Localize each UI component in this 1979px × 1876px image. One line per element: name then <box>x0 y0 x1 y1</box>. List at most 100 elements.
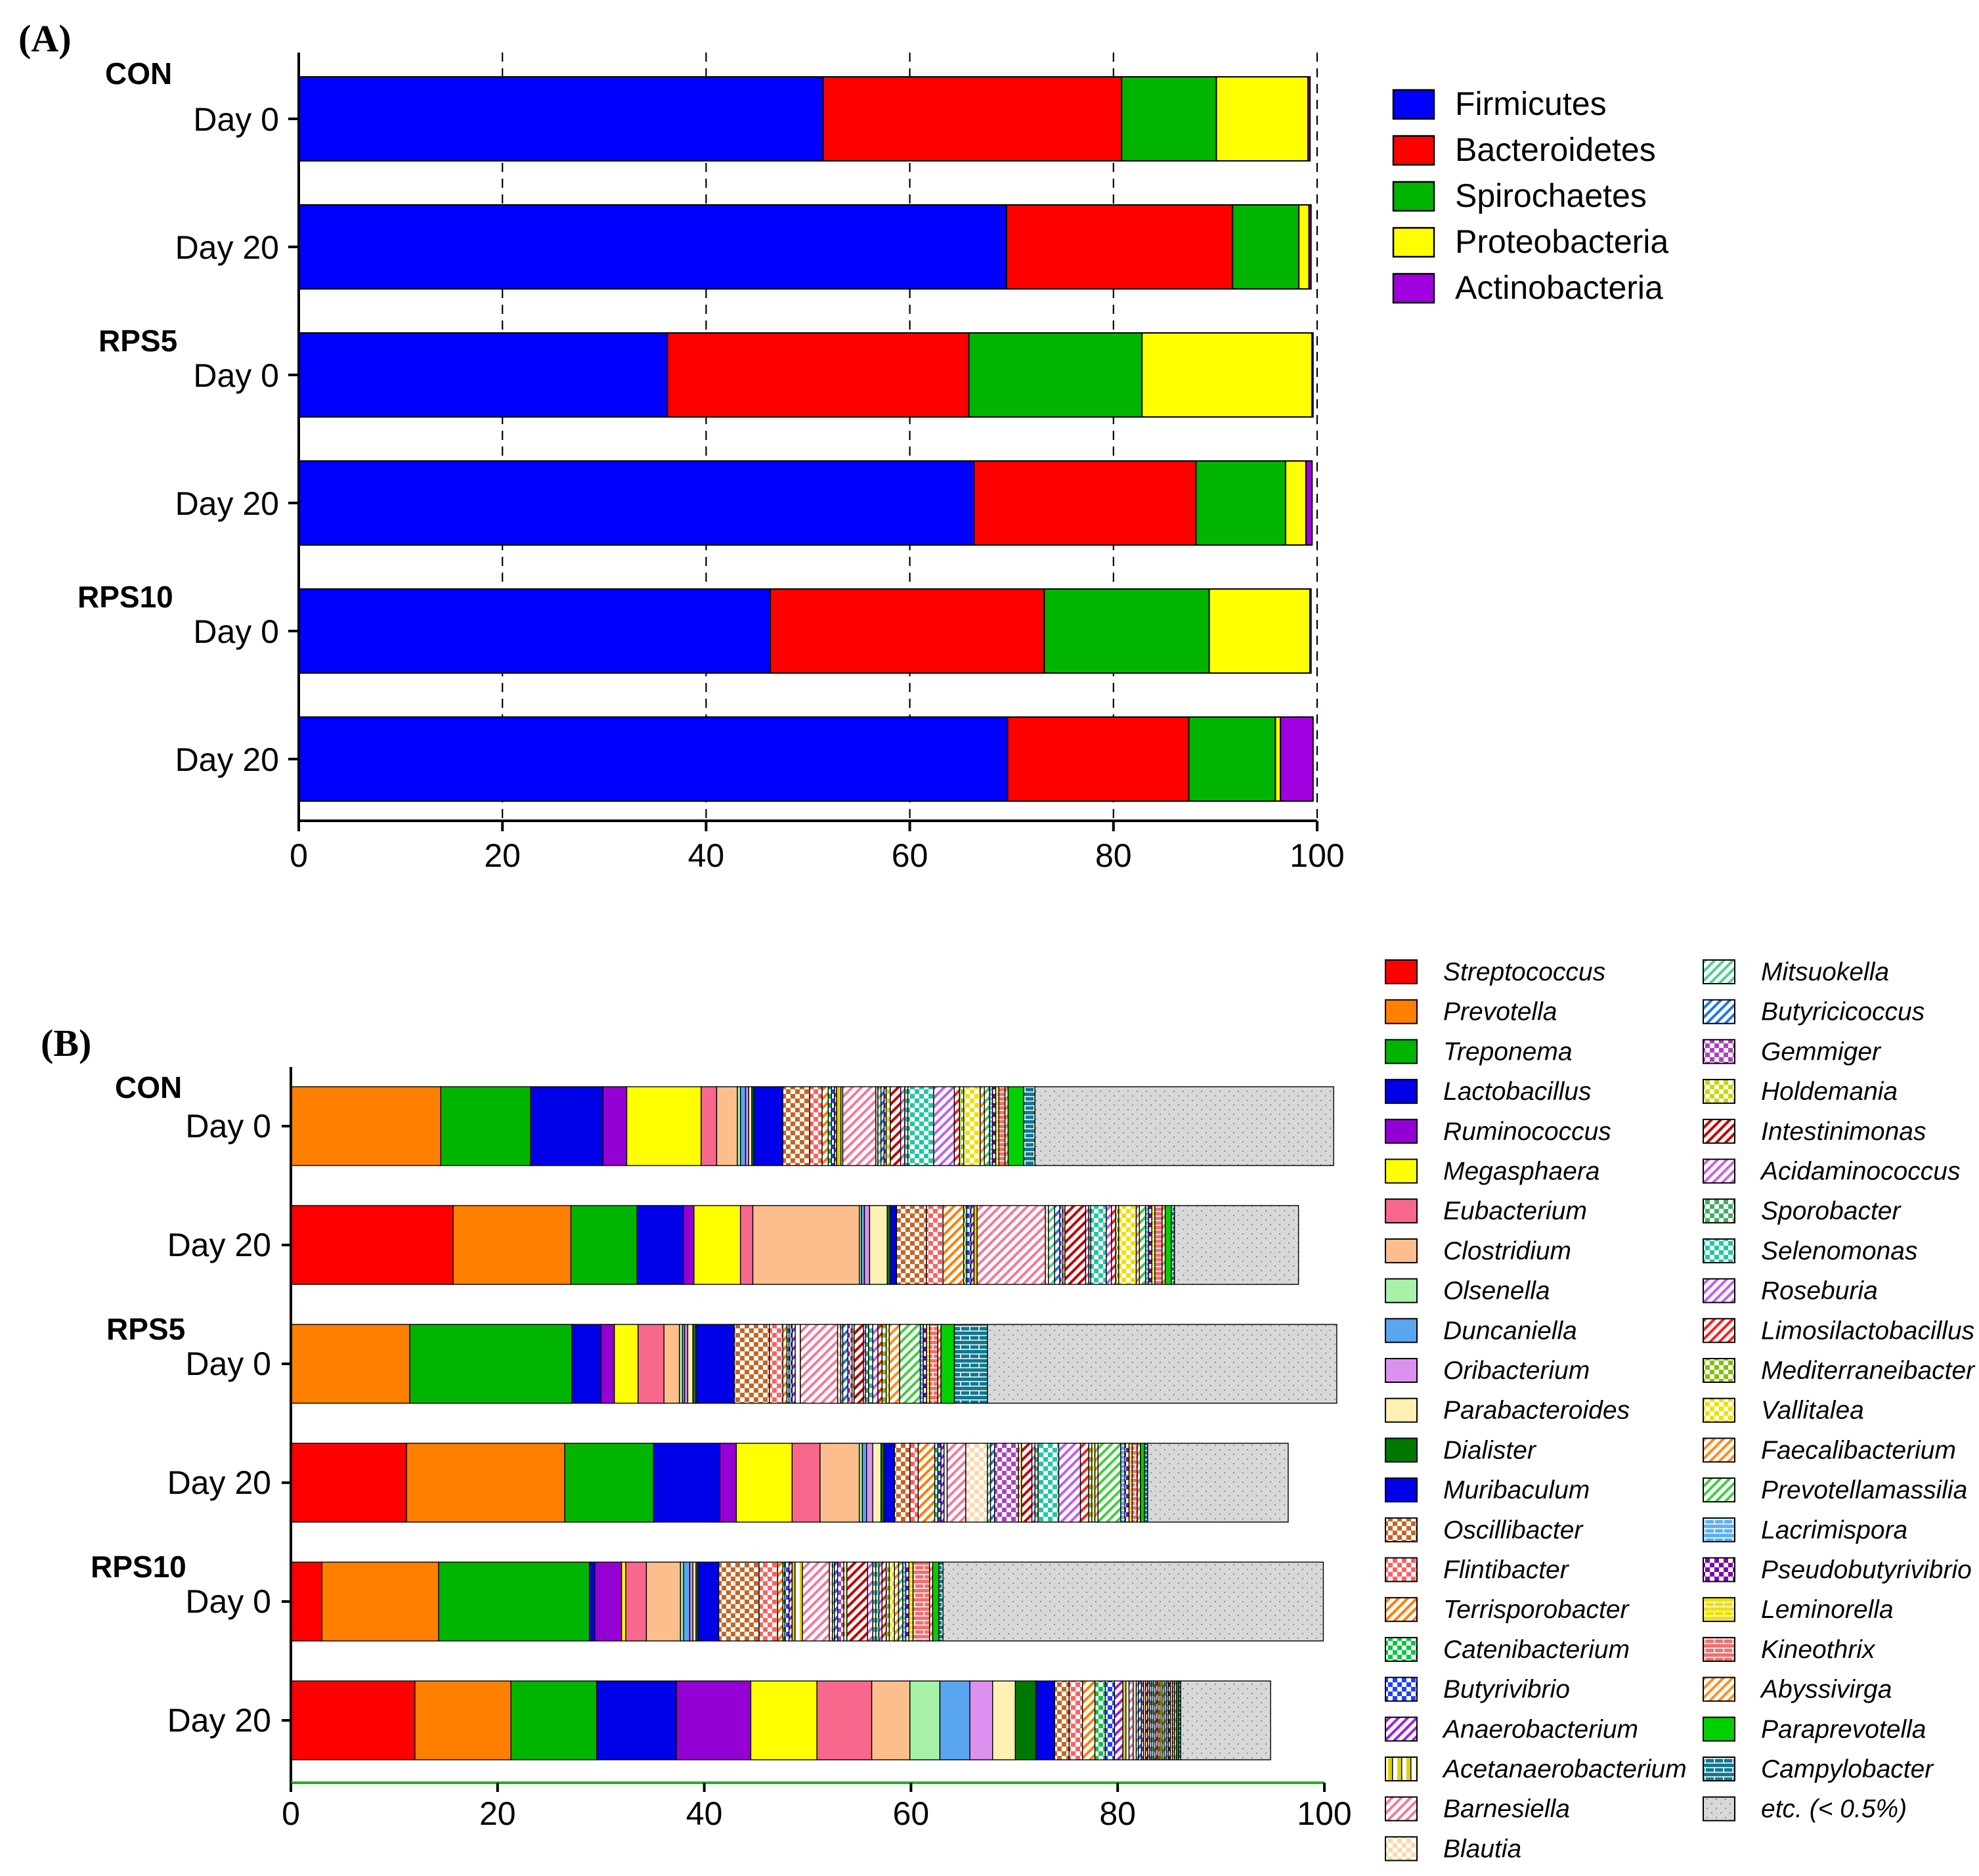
bar-segment-etc-0-5 <box>987 1324 1337 1404</box>
bar-row-rps10-day-0 <box>290 1561 1324 1642</box>
legend-item-megasphaera: Megasphaera <box>1385 1158 1600 1186</box>
bar-segment-streptococcus <box>290 1680 416 1760</box>
bar-segment-prevotellamassilia <box>984 1086 990 1166</box>
bar-segment-lactobacillus <box>636 1205 684 1285</box>
legend-label: Duncaniella <box>1443 1317 1577 1345</box>
bar-segment-proteobacteria <box>1208 588 1311 674</box>
legend-item-acidaminococcus: Acidaminococcus <box>1703 1158 1960 1186</box>
legend-swatch <box>1385 1796 1418 1821</box>
bar-segment-lacrimispora <box>989 1086 993 1166</box>
bar-segment-campylobacter <box>1171 1205 1175 1285</box>
legend-item-treponema: Treponema <box>1385 1037 1573 1066</box>
bar-segment-spirochaetes <box>1188 716 1276 802</box>
bar-segment-treponema <box>564 1443 655 1523</box>
bar-segment-butyricicoccus <box>842 1324 849 1404</box>
bar-segment-prevotella <box>321 1561 439 1642</box>
bar-segment-intestinimonas <box>846 1561 868 1642</box>
bar-segment-intestinimonas <box>854 1324 864 1404</box>
legend-swatch <box>1385 959 1418 984</box>
bar-segment-lacrimispora <box>1144 1205 1150 1285</box>
bar-segment-megasphaera <box>750 1680 817 1760</box>
bar-segment-intestinimonas <box>1064 1205 1087 1285</box>
legend-swatch <box>1703 1756 1735 1781</box>
bar-segment-roseburia <box>1058 1443 1081 1523</box>
bar-segment-faecalibacterium <box>1094 1443 1098 1523</box>
bar-segment-vallitalea <box>1118 1205 1137 1285</box>
legend-swatch <box>1385 1676 1418 1702</box>
bar-segment-proteobacteria <box>1298 204 1310 290</box>
legend-swatch <box>1703 1079 1735 1104</box>
legend-swatch <box>1703 1358 1735 1383</box>
panel-b-row-labels: Day 0 Day 20 Day 0 Day 20 Day 0 Day 20 CON RPS5… <box>91 1070 271 1739</box>
bar-segment-duncaniella <box>739 1086 747 1166</box>
x-tick-label: 20 <box>484 837 521 874</box>
bar-segment-proteobacteria <box>1141 332 1313 418</box>
bar-segment-blautia <box>965 1443 988 1523</box>
legend-item-sporobacter: Sporobacter <box>1703 1197 1902 1225</box>
bar-segment-butyrivibrio <box>831 1086 835 1166</box>
bar-segment-mediterraneibacter <box>885 1561 890 1642</box>
bar-segment-muribaculum <box>697 1561 720 1642</box>
bar-segment-parabacteroides <box>872 1443 882 1523</box>
legend-item-clostridium: Clostridium <box>1385 1237 1571 1265</box>
x-tick-label: 60 <box>892 837 928 874</box>
bar-segment-intestinimonas <box>1021 1443 1033 1523</box>
bar-segment-eubacterium <box>816 1680 873 1760</box>
bar-segment-vallitalea <box>1091 1443 1096 1523</box>
legend-swatch <box>1385 1238 1418 1263</box>
bar-segment-leminorella <box>926 1324 930 1404</box>
legend-item-campylobacter: Campylobacter <box>1703 1755 1934 1783</box>
bar-segment-sporobacter <box>872 1561 877 1642</box>
legend-swatch <box>1385 1318 1418 1343</box>
legend-item-mediterraneibacter: Mediterraneibacter <box>1703 1357 1976 1385</box>
bar-segment-campylobacter <box>938 1561 944 1642</box>
bar-segment-barnesiella <box>946 1443 967 1523</box>
row-label: Day 20 <box>175 229 279 266</box>
x-tick-label: 80 <box>1095 837 1132 874</box>
panel-b-bars <box>290 1086 1337 1760</box>
legend-label: Flintibacter <box>1443 1556 1570 1584</box>
panel-b-label: (B) <box>41 1022 91 1064</box>
row-label: Day 0 <box>185 1345 271 1382</box>
bar-segment-catenibacterium <box>1094 1680 1106 1760</box>
bar-segment-ruminococcus <box>676 1680 752 1760</box>
bar-segment-catenibacterium <box>963 1205 968 1285</box>
legend-label: Muribaculum <box>1443 1476 1590 1504</box>
bar-segment-acetanaerobacterium <box>836 1086 844 1166</box>
bar-segment-firmicutes <box>298 588 772 674</box>
bar-segment-etc-0-5 <box>1034 1086 1334 1166</box>
bar-segment-eubacterium <box>625 1561 647 1642</box>
bar-segment-terrisporobacter <box>942 1205 965 1285</box>
legend-label: Catenibacterium <box>1443 1636 1630 1664</box>
legend-label: Leminorella <box>1761 1596 1894 1624</box>
bar-segment-etc-0-5 <box>1147 1443 1289 1523</box>
legend-item-etc-0-5: etc. (< 0.5%) <box>1703 1795 1907 1823</box>
bar-segment-terrisporobacter <box>821 1086 829 1166</box>
bar-segment-holdemania <box>1018 1443 1022 1523</box>
row-label: Day 0 <box>185 1108 271 1145</box>
bar-segment-dialister <box>692 1324 697 1404</box>
bar-segment-pseudobutyrivibrio <box>1124 1443 1130 1523</box>
bar-segment-clostridium <box>752 1205 860 1285</box>
bar-segment-abyssivirga <box>1004 1086 1009 1166</box>
bar-segment-blautia <box>1045 1205 1049 1285</box>
legend-item-acetanaerobacterium: Acetanaerobacterium <box>1385 1755 1687 1783</box>
bar-segment-actinobacteria <box>1308 204 1312 290</box>
x-tick-label: 0 <box>290 837 308 874</box>
bar-segment-firmicutes <box>298 332 668 418</box>
bar-segment-firmicutes <box>298 76 824 162</box>
legend-label: Intestinimonas <box>1761 1118 1926 1146</box>
legend-item-gemmiger: Gemmiger <box>1703 1037 1882 1066</box>
bar-segment-oribacterium <box>969 1680 993 1760</box>
bar-segment-oribacterium <box>684 1324 689 1404</box>
bar-segment-abyssivirga <box>1137 1443 1141 1523</box>
panel-a-label: (A) <box>18 17 72 60</box>
bar-segment-lacrimispora <box>919 1324 924 1404</box>
row-label: Day 0 <box>193 357 279 394</box>
legend-label: Kineothrix <box>1761 1636 1876 1664</box>
legend-swatch <box>1703 1796 1735 1821</box>
bar-segment-parabacteroides <box>692 1561 697 1642</box>
x-tick-label: 100 <box>1290 837 1344 874</box>
bar-segment-vallitalea <box>963 1086 981 1166</box>
